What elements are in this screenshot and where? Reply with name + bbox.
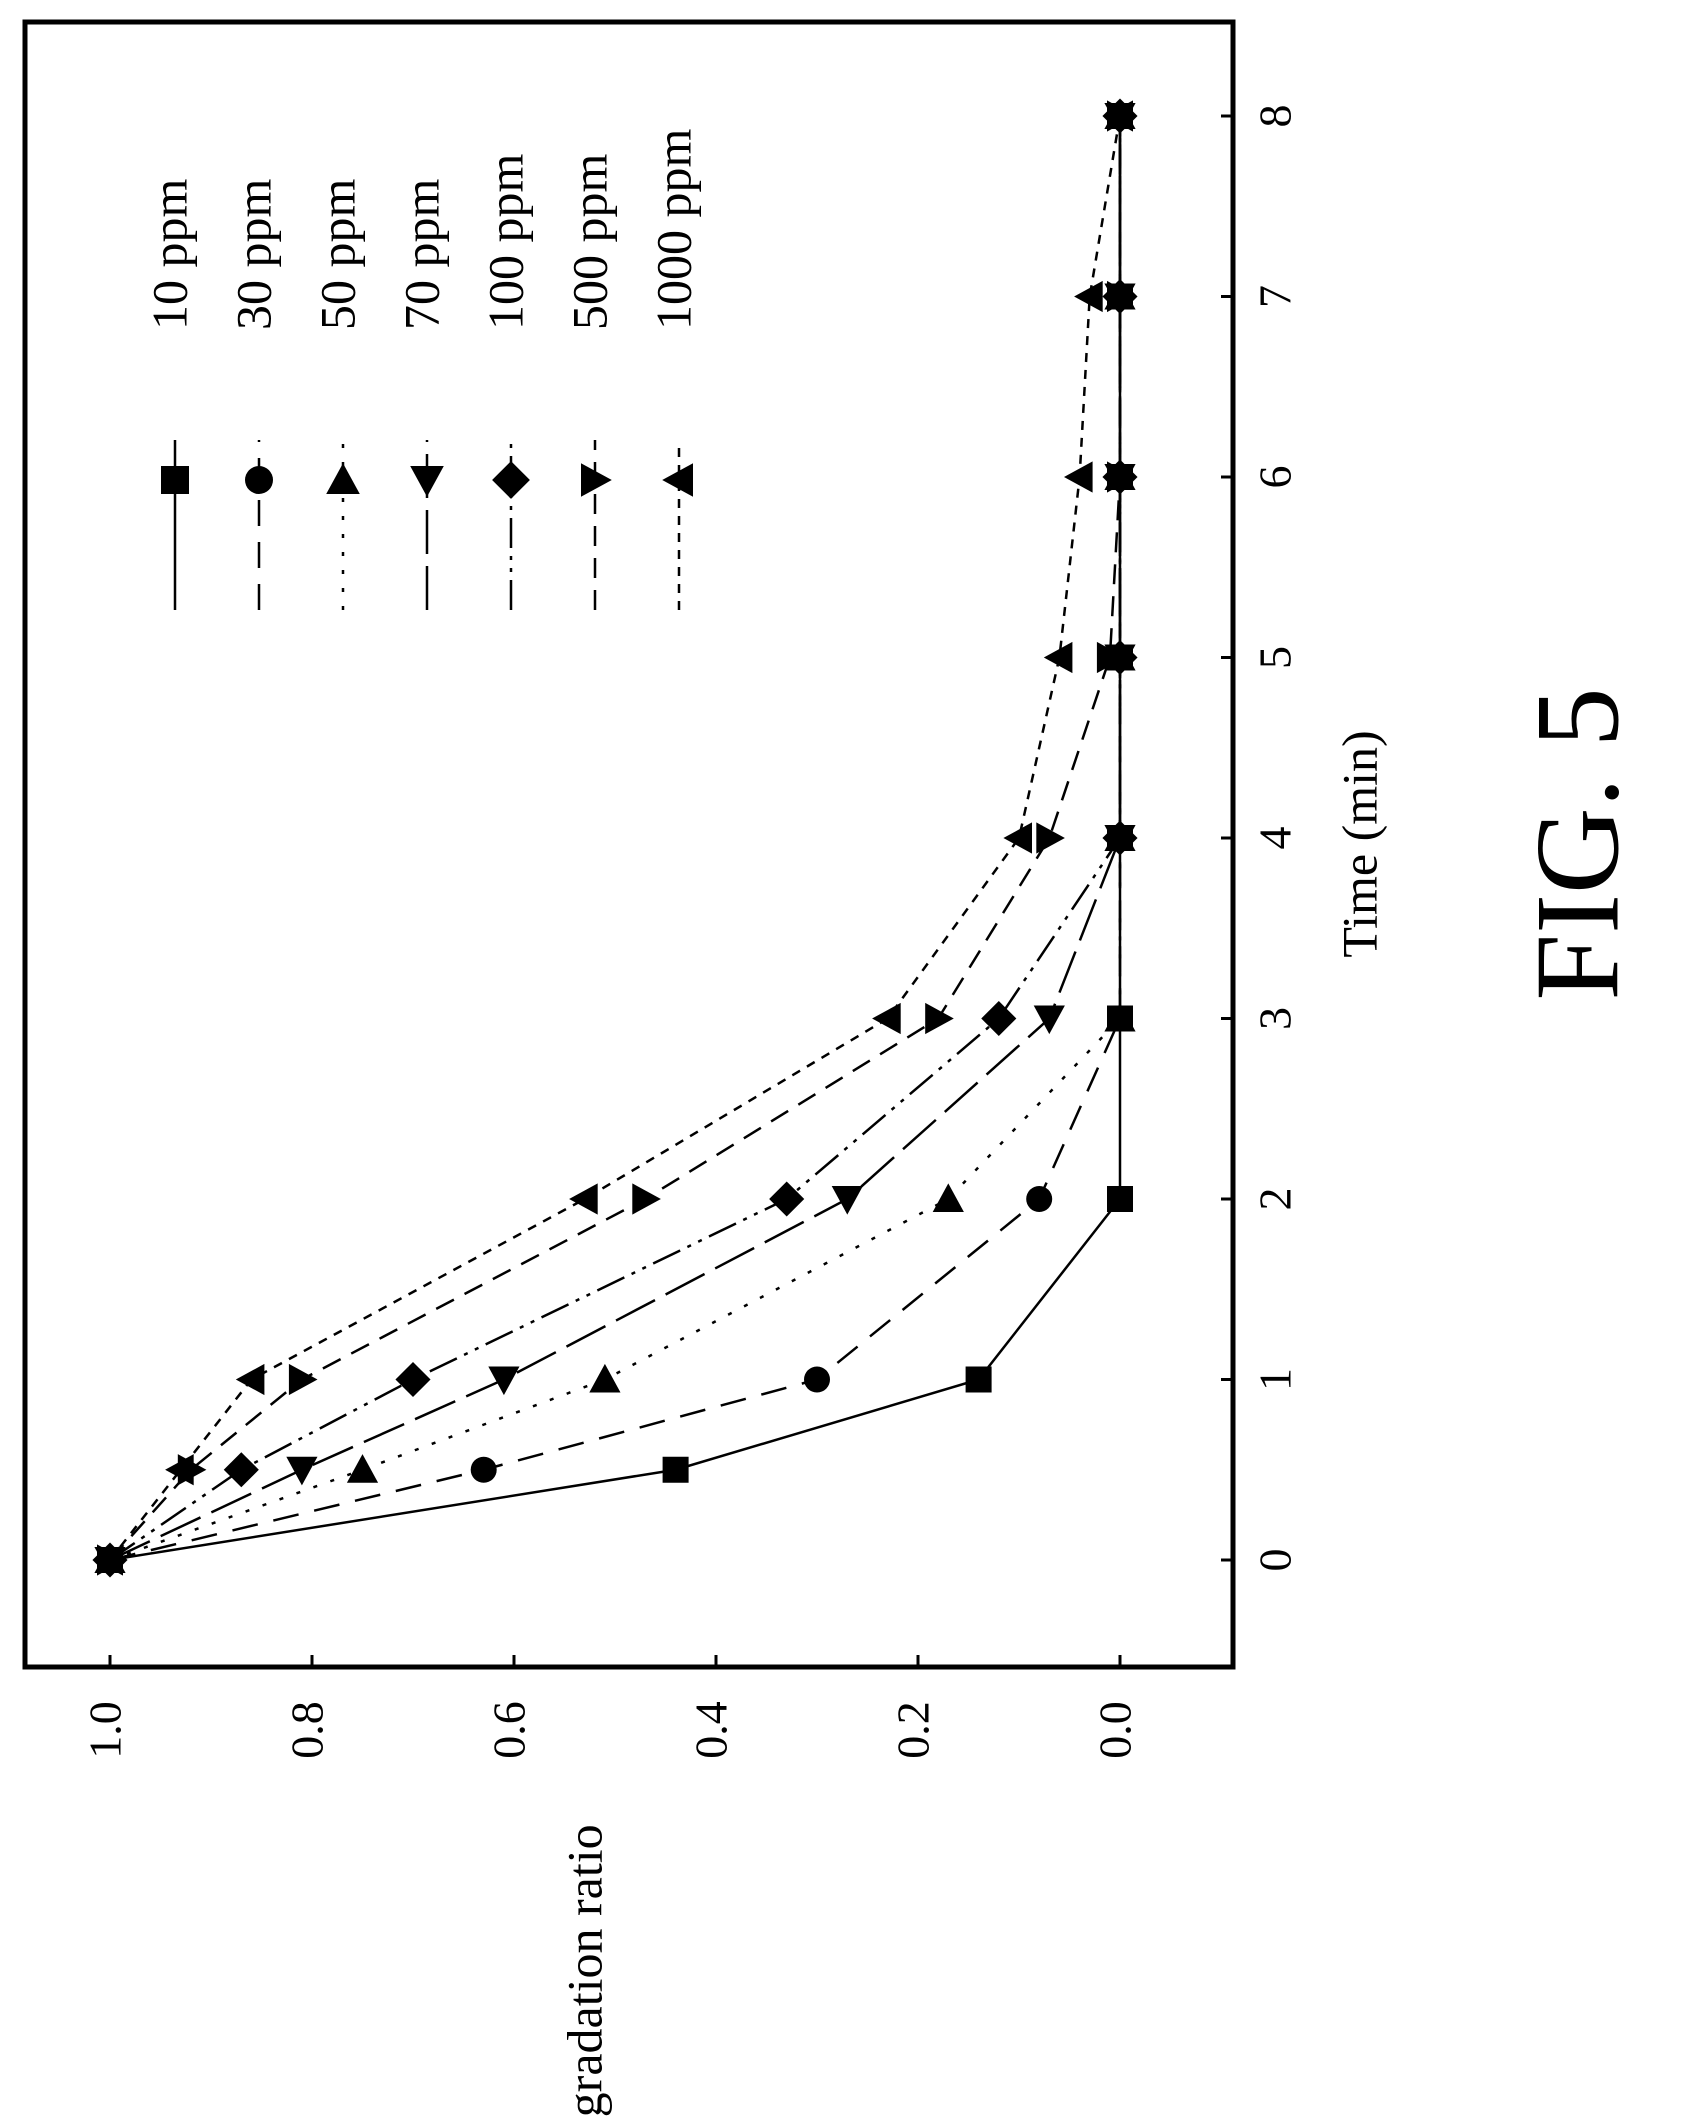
data-point bbox=[1104, 100, 1133, 132]
x-tick-label: 2 bbox=[1250, 1188, 1301, 1211]
legend-label: 500 ppm bbox=[561, 154, 617, 331]
data-point bbox=[488, 1366, 520, 1396]
data-point bbox=[1003, 822, 1032, 854]
data-point bbox=[662, 1456, 689, 1483]
data-point bbox=[1107, 1186, 1133, 1212]
data-point bbox=[235, 1363, 265, 1396]
legend-marker bbox=[161, 466, 189, 494]
data-point bbox=[932, 1183, 964, 1212]
axis-ticks: 0 1 2 3 4 5 6 7 8 0.0 0.2 0.4 0.6 0.8 1.0 bbox=[80, 105, 1301, 1759]
y-tick-label: 1.0 bbox=[80, 1701, 131, 1759]
data-point bbox=[981, 1000, 1017, 1037]
series-lines bbox=[109, 115, 1122, 1562]
y-tick-label: 0.2 bbox=[888, 1701, 939, 1759]
legend-label: 50 ppm bbox=[309, 179, 365, 331]
data-point bbox=[1107, 280, 1136, 313]
series-line-4 bbox=[109, 116, 1122, 1562]
legend-marker bbox=[662, 463, 693, 497]
data-point bbox=[223, 1452, 259, 1488]
legend-label: 30 ppm bbox=[225, 179, 281, 331]
series-markers bbox=[92, 98, 1138, 1578]
legend-label: 1000 ppm bbox=[645, 129, 701, 331]
data-point bbox=[769, 1181, 805, 1217]
data-point bbox=[1107, 461, 1136, 493]
legend-marker bbox=[581, 463, 612, 497]
data-point bbox=[569, 1183, 598, 1215]
figure-caption: FIG. 5 bbox=[1511, 687, 1644, 1000]
data-point bbox=[1026, 1186, 1053, 1212]
data-point bbox=[1036, 822, 1065, 854]
data-point bbox=[1064, 461, 1093, 493]
series-line-5 bbox=[109, 116, 1122, 1561]
x-tick-label: 8 bbox=[1250, 105, 1301, 128]
data-point bbox=[804, 1366, 830, 1393]
series-line-1 bbox=[109, 116, 1122, 1562]
x-tick-label: 0 bbox=[1250, 1549, 1301, 1572]
data-point bbox=[589, 1363, 621, 1393]
x-tick-label: 1 bbox=[1250, 1368, 1301, 1391]
y-tick-label: 0.0 bbox=[1090, 1701, 1141, 1759]
data-point bbox=[395, 1361, 431, 1398]
data-point bbox=[1043, 641, 1073, 674]
x-axis-label: Time (min) bbox=[1331, 730, 1387, 957]
legend-label: 100 ppm bbox=[477, 154, 533, 331]
plot-frame bbox=[22, 19, 1236, 1670]
legend-marker bbox=[245, 466, 273, 494]
data-point bbox=[965, 1366, 992, 1393]
x-tick-label: 5 bbox=[1250, 646, 1301, 669]
x-tick-label: 6 bbox=[1250, 466, 1301, 489]
data-point bbox=[94, 1544, 123, 1576]
data-point bbox=[925, 1002, 954, 1035]
data-point bbox=[1102, 820, 1138, 856]
y-tick-label: 0.4 bbox=[686, 1701, 737, 1759]
data-point bbox=[165, 1454, 194, 1486]
legend-marker bbox=[326, 463, 360, 494]
data-point bbox=[831, 1186, 863, 1215]
legend-marker bbox=[410, 466, 444, 497]
legend-marker bbox=[492, 461, 530, 499]
y-tick-label: 0.8 bbox=[282, 1701, 333, 1759]
x-tick-label: 7 bbox=[1250, 285, 1301, 308]
data-point bbox=[1033, 1005, 1065, 1035]
data-point bbox=[1104, 1002, 1136, 1032]
series-line-6 bbox=[109, 115, 1122, 1561]
data-point bbox=[288, 1363, 318, 1396]
series-line-2 bbox=[109, 116, 1122, 1562]
y-tick-label: 0.6 bbox=[484, 1701, 535, 1759]
data-point bbox=[632, 1183, 661, 1215]
data-point bbox=[1096, 641, 1126, 674]
x-tick-label: 3 bbox=[1250, 1007, 1301, 1030]
data-point bbox=[346, 1454, 379, 1483]
series-line-0 bbox=[109, 116, 1122, 1562]
data-point bbox=[872, 1002, 901, 1035]
legend: 10 ppm 30 ppm 50 ppm 70 ppm 100 ppm 500 ppm 10… bbox=[141, 129, 701, 610]
data-point bbox=[1074, 280, 1103, 313]
x-tick-label: 4 bbox=[1250, 827, 1301, 850]
data-point bbox=[470, 1456, 497, 1483]
y-axis-label: Degradation ratio bbox=[556, 1824, 612, 2116]
legend-label: 70 ppm bbox=[393, 179, 449, 331]
legend-label: 10 ppm bbox=[141, 179, 197, 331]
series-line-3 bbox=[109, 116, 1122, 1562]
data-point bbox=[286, 1456, 318, 1486]
